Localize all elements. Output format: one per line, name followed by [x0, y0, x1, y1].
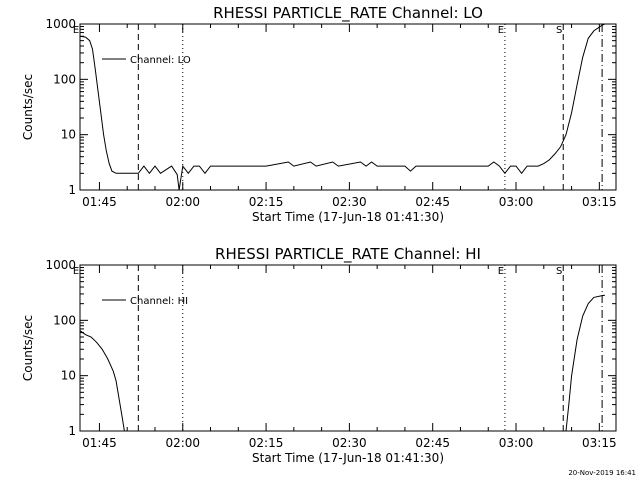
y-axis-label: Counts/sec: [21, 74, 35, 140]
event-marker-label: E: [73, 25, 79, 36]
y-axis-label: Counts/sec: [21, 315, 35, 381]
x-tick-label: 02:15: [249, 195, 284, 209]
series-line: [79, 23, 606, 191]
x-tick-label: 03:15: [582, 195, 617, 209]
x-tick-label: 02:30: [332, 195, 367, 209]
x-tick-label: 02:00: [165, 436, 200, 450]
y-tick-label: 10: [61, 369, 76, 383]
y-tick-label: 1000: [45, 17, 76, 31]
event-marker-label: E: [498, 266, 504, 277]
x-axis-label: Start Time (17-Jun-18 01:41:30): [252, 451, 444, 465]
y-tick-label: 100: [53, 72, 76, 86]
legend-label: Channel: HI: [130, 296, 188, 307]
y-tick-label: 100: [53, 313, 76, 327]
x-tick-label: 01:45: [82, 436, 117, 450]
chart-panel-2: [79, 264, 617, 432]
x-tick-label: 02:45: [415, 436, 450, 450]
chart-panel-1: [79, 23, 617, 191]
x-tick-label: 03:15: [582, 436, 617, 450]
series-line: [79, 330, 125, 432]
plot-frame: [79, 23, 617, 191]
x-tick-label: 02:45: [415, 195, 450, 209]
chart-title: RHESSI PARTICLE_RATE Channel: LO: [213, 4, 483, 23]
x-tick-label: 01:45: [82, 195, 117, 209]
x-tick-label: 02:00: [165, 195, 200, 209]
event-marker-label: E: [498, 25, 504, 36]
x-tick-label: 02:15: [249, 436, 284, 450]
plot-frame: [79, 264, 617, 432]
legend-label: Channel: LO: [130, 55, 191, 66]
timestamp: 20-Nov-2019 16:41: [568, 469, 636, 477]
event-marker-label: S: [556, 266, 562, 277]
x-tick-label: 02:30: [332, 436, 367, 450]
x-tick-label: 03:00: [499, 195, 534, 209]
x-axis-label: Start Time (17-Jun-18 01:41:30): [252, 210, 444, 224]
y-tick-label: 1: [68, 183, 76, 197]
series-line: [565, 294, 605, 432]
event-marker-label: S: [556, 25, 562, 36]
y-tick-label: 1: [68, 424, 76, 438]
chart-title: RHESSI PARTICLE_RATE Channel: HI: [215, 245, 481, 264]
y-tick-label: 1000: [45, 258, 76, 272]
event-marker-label: E: [73, 266, 79, 277]
y-tick-label: 10: [61, 128, 76, 142]
x-tick-label: 03:00: [499, 436, 534, 450]
